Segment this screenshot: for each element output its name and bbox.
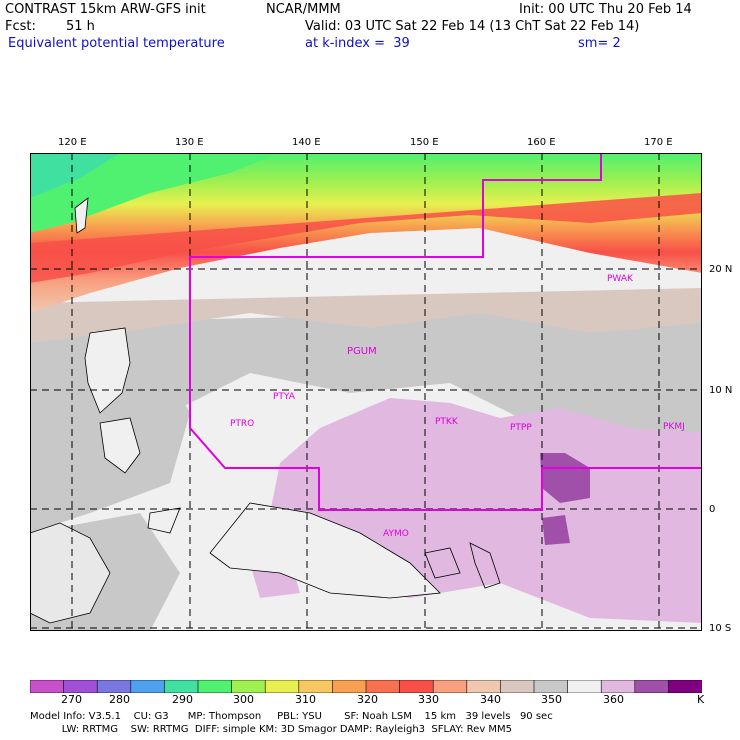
colorbar-swatch [500,680,535,693]
forecast-label: Fcst: [5,19,36,34]
lat-label-10s: 10 S [709,623,732,634]
init-time: Init: 00 UTC Thu 20 Feb 14 [519,2,692,17]
station-ptya: PTYA [273,392,295,402]
station-aymo: AYMO [383,529,409,539]
model-title: CONTRAST 15km ARW-GFS init [5,2,206,17]
colorbar-swatch [432,680,468,693]
level-label: at k-index = 39 [305,36,410,51]
colorbar-unit: K [697,693,705,706]
colorbar-label-340: 340 [480,693,501,706]
station-pwak: PWAK [607,274,633,284]
map-panel [30,153,702,631]
station-pgum: PGUM [347,346,377,357]
smoothing-label: sm= 2 [578,36,621,51]
colorbar-swatch [197,680,233,693]
colorbar-swatch [30,680,65,693]
lon-label-140e: 140 E [292,137,321,148]
colorbar-swatch [365,680,401,693]
model-info-line2: LW: RRTMG SW: RRTMG DIFF: simple KM: 3D … [30,724,513,735]
lon-label-170e: 170 E [644,137,673,148]
lon-label-120e: 120 E [58,137,87,148]
colorbar-swatch [130,680,166,693]
colorbar-swatch [63,680,98,693]
model-info-line1: Model Info: V3.5.1 CU: G3 MP: Thompson P… [30,711,553,722]
org-label: NCAR/MMM [266,2,341,17]
colorbar-label-270: 270 [61,693,82,706]
forecast-hour: 51 h [66,19,95,34]
colorbar-swatch [332,680,367,693]
colorbar-swatch [600,680,636,693]
field-name: Equivalent potential temperature [8,36,225,51]
colorbar-label-300: 300 [233,693,254,706]
colorbar-swatch [466,680,502,693]
station-pkmj: PKMJ [663,422,685,432]
colorbar-label-330: 330 [418,693,439,706]
lon-label-160e: 160 E [527,137,556,148]
station-ptpp: PTPP [510,423,532,433]
colorbar-swatch [164,680,199,693]
colorbar-label-280: 280 [109,693,130,706]
colorbar-label-290: 290 [172,693,193,706]
colorbar-swatch [298,680,334,693]
station-ptkk: PTKK [435,417,458,427]
colorbar-swatch [533,680,569,693]
colorbar-label-320: 320 [357,693,378,706]
lat-label-10n: 10 N [709,385,733,396]
colorbar-swatch [264,680,300,693]
lon-label-150e: 150 E [410,137,439,148]
lon-label-130e: 130 E [175,137,204,148]
colorbar-label-310: 310 [295,693,316,706]
colorbar-swatch [231,680,267,693]
colorbar-swatch [668,680,702,693]
colorbar-swatch [634,680,670,693]
colorbar-swatch [399,680,435,693]
colorbar-label-360: 360 [603,693,624,706]
colorbar-swatch [567,680,602,693]
lat-label-0: 0 [709,504,716,515]
colorbar [30,680,702,693]
lat-label-20n: 20 N [709,264,733,275]
colorbar-swatch [96,680,132,693]
station-ptro: PTRO [230,419,255,429]
valid-time: Valid: 03 UTC Sat 22 Feb 14 (13 ChT Sat … [305,19,640,34]
colorbar-label-350: 350 [541,693,562,706]
